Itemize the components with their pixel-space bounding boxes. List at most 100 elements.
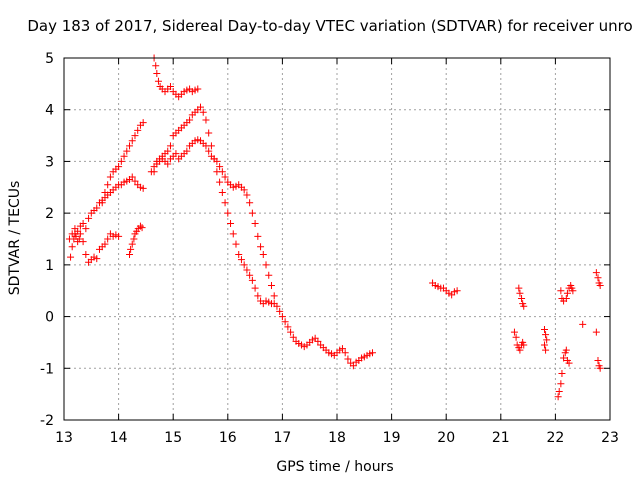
data-point: [186, 116, 194, 124]
data-point: [202, 116, 210, 124]
x-tick-label: 14: [110, 430, 128, 446]
data-point: [127, 245, 135, 253]
data-point: [251, 284, 259, 292]
data-point: [289, 333, 297, 341]
data-point: [154, 77, 162, 85]
data-point: [76, 230, 84, 238]
data-point: [246, 271, 254, 279]
data-point: [240, 261, 248, 269]
data-point: [136, 222, 144, 230]
data-point: [98, 199, 106, 207]
series-decay-arc-a: [150, 103, 278, 308]
x-tick-label: 13: [55, 430, 73, 446]
data-point: [199, 108, 207, 116]
data-point: [101, 240, 109, 248]
data-point: [562, 294, 570, 302]
data-point: [542, 331, 550, 339]
data-point: [543, 336, 551, 344]
series-mid-cluster: [429, 279, 461, 299]
data-point: [221, 199, 229, 207]
data-point: [254, 232, 262, 240]
data-point: [262, 261, 270, 269]
y-tick-label: 4: [45, 103, 54, 119]
data-point: [229, 230, 237, 238]
data-point: [565, 359, 573, 367]
data-point: [147, 168, 155, 176]
data-point: [93, 204, 101, 212]
data-point: [368, 349, 376, 357]
y-tick-label: 2: [45, 206, 54, 222]
data-point: [172, 150, 180, 158]
y-axis-label: SDTVAR / TECUs: [7, 181, 23, 296]
data-point: [82, 251, 90, 259]
data-point: [594, 357, 602, 365]
data-point: [563, 289, 571, 297]
data-point: [117, 157, 125, 165]
data-point: [164, 160, 172, 168]
data-point: [67, 253, 75, 261]
data-point: [126, 142, 134, 150]
data-point: [592, 269, 600, 277]
data-point: [104, 235, 112, 243]
y-tick-label: 5: [45, 51, 54, 67]
data-point: [221, 173, 229, 181]
data-point: [542, 346, 550, 354]
data-point: [592, 328, 600, 336]
data-point: [520, 302, 528, 310]
data-point: [314, 337, 322, 345]
series-decay-arc-b: [147, 136, 376, 370]
data-point: [520, 341, 528, 349]
data-point: [139, 184, 147, 192]
grid: [64, 58, 610, 420]
data-point: [246, 199, 254, 207]
data-point: [158, 152, 166, 160]
data-point: [453, 287, 461, 295]
data-point: [257, 243, 265, 251]
data-point: [518, 294, 526, 302]
data-point: [218, 168, 226, 176]
data-point: [131, 177, 139, 185]
data-point: [287, 328, 295, 336]
data-point: [515, 284, 523, 292]
data-point: [569, 287, 577, 295]
data-point: [237, 256, 245, 264]
y-tick-label: -1: [40, 361, 54, 377]
data-point: [166, 142, 174, 150]
data-point: [284, 323, 292, 331]
series-late-cluster-a: [510, 284, 528, 354]
x-tick-label: 22: [546, 430, 564, 446]
x-tick-label: 19: [383, 430, 401, 446]
data-point: [596, 282, 604, 290]
data-point: [224, 209, 232, 217]
data-point: [115, 163, 123, 171]
data-point: [232, 240, 240, 248]
data-point: [128, 137, 136, 145]
data-point: [338, 345, 346, 353]
y-tick-label: -2: [40, 413, 54, 429]
data-point: [202, 142, 210, 150]
series-rising-arc: [98, 119, 147, 207]
data-point: [341, 349, 349, 357]
data-point: [579, 320, 587, 328]
data-point: [349, 362, 357, 370]
series-late-cluster-b: [540, 269, 604, 401]
data-point: [265, 271, 273, 279]
data-point: [82, 225, 90, 233]
data-point: [79, 219, 87, 227]
data-point: [278, 313, 286, 321]
data-point: [227, 219, 235, 227]
data-point: [281, 318, 289, 326]
x-tick-label: 23: [601, 430, 619, 446]
data-point: [267, 282, 275, 290]
data-point: [254, 292, 262, 300]
data-point: [251, 219, 259, 227]
data-points: [65, 54, 604, 401]
data-point: [235, 251, 243, 259]
data-point: [512, 333, 520, 341]
data-point: [166, 82, 174, 90]
data-point: [131, 132, 139, 140]
data-point: [130, 235, 138, 243]
data-point: [75, 235, 83, 243]
data-point: [120, 152, 128, 160]
